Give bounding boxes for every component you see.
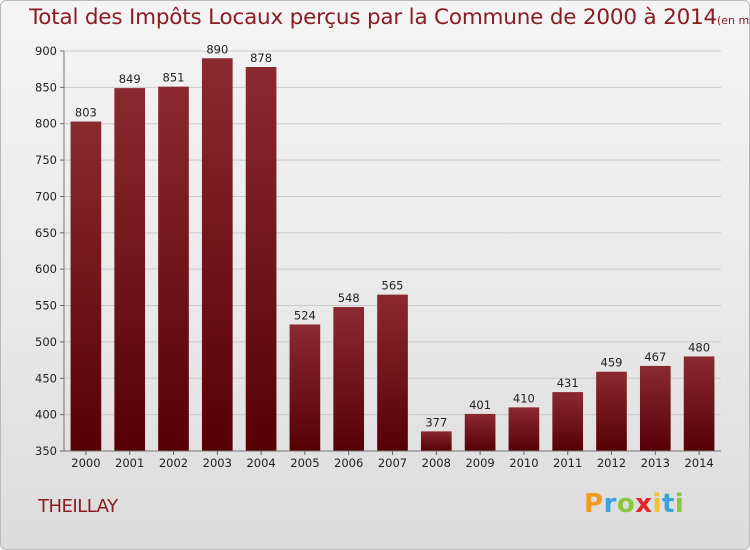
y-tick-label: 700: [35, 189, 57, 203]
bar: [201, 58, 233, 451]
x-tick-label: 2014: [684, 456, 713, 470]
y-tick-label: 800: [35, 117, 57, 131]
bar: [639, 365, 671, 451]
bar-value-label: 890: [206, 42, 228, 56]
bar: [70, 121, 102, 451]
chart-title: Total des Impôts Locaux perçus par la Co…: [29, 5, 750, 30]
logo-letter: t: [661, 489, 675, 519]
y-tick-label: 550: [35, 299, 57, 313]
x-tick-label: 2002: [159, 456, 188, 470]
bar-value-label: 851: [163, 71, 185, 85]
x-tick-label: 2005: [290, 456, 319, 470]
bar-value-label: 459: [601, 356, 623, 370]
x-tick-label: 2003: [203, 456, 232, 470]
bar-value-label: 467: [644, 350, 666, 364]
x-tick-label: 2011: [553, 456, 582, 470]
y-tick-label: 500: [35, 335, 57, 349]
bar-value-label: 565: [382, 279, 404, 293]
bar: [420, 431, 452, 451]
y-tick-label: 900: [35, 44, 57, 58]
x-tick-label: 2000: [71, 456, 100, 470]
commune-name: THEILLAY: [38, 496, 118, 517]
bar: [158, 86, 189, 452]
y-tick-label: 600: [35, 262, 57, 276]
x-tick-label: 2012: [597, 456, 626, 470]
bar-value-label: 480: [688, 340, 710, 354]
chart-unit: (en milliers d'€): [717, 14, 750, 27]
x-tick-label: 2004: [246, 456, 275, 470]
bar-value-label: 377: [425, 415, 447, 429]
bar-value-label: 410: [513, 391, 535, 405]
bar: [377, 294, 408, 451]
bar-value-label: 548: [338, 291, 360, 305]
bar: [683, 356, 715, 451]
y-axis: 350 400 450 500 550 600 650 700 750 800 850 900: [35, 44, 65, 458]
bar: [464, 413, 496, 451]
y-tick-label: 850: [35, 80, 57, 94]
x-axis: 2000 2001 2002 2003 2004 2005 2006 2007 2008 2009…: [64, 450, 721, 470]
x-tick-label: 2013: [641, 456, 670, 470]
bar-value-label: 431: [557, 376, 579, 390]
logo-letter: o: [616, 489, 636, 519]
y-tick-label: 750: [35, 153, 57, 167]
y-tick-label: 350: [35, 444, 57, 458]
bar: [508, 407, 540, 451]
bar: [596, 371, 627, 451]
x-tick-label: 2010: [509, 456, 538, 470]
bar-value-label: 878: [250, 51, 272, 65]
y-tick-label: 400: [35, 408, 57, 422]
logo-letter: i: [674, 489, 685, 519]
logo-letter: i: [652, 489, 662, 519]
x-tick-label: 2007: [378, 456, 407, 470]
logo-letter: x: [635, 489, 653, 519]
bar-value-label: 524: [294, 308, 316, 322]
x-tick-label: 2001: [115, 456, 144, 470]
chart-title-text: Total des Impôts Locaux perçus par la Co…: [29, 5, 717, 30]
bar: [114, 88, 146, 451]
bar: [552, 392, 584, 451]
proxiti-logo[interactable]: Proxiti: [584, 489, 684, 519]
logo-letter: r: [603, 489, 617, 519]
y-tick-label: 450: [35, 371, 57, 385]
bar-value-label: 401: [469, 398, 491, 412]
bar: [333, 307, 365, 451]
bar: [245, 67, 277, 451]
logo-letter: P: [584, 489, 604, 519]
bar: [289, 324, 321, 451]
bar-value-label: 803: [75, 106, 97, 120]
bar-value-label: 849: [119, 72, 141, 86]
bars: 803 849 851 890 878 524 548 565 377 401 410 431 459 4…: [70, 42, 715, 452]
x-tick-label: 2009: [465, 456, 494, 470]
x-tick-label: 2006: [334, 456, 363, 470]
y-tick-label: 650: [35, 226, 57, 240]
x-tick-label: 2008: [422, 456, 451, 470]
